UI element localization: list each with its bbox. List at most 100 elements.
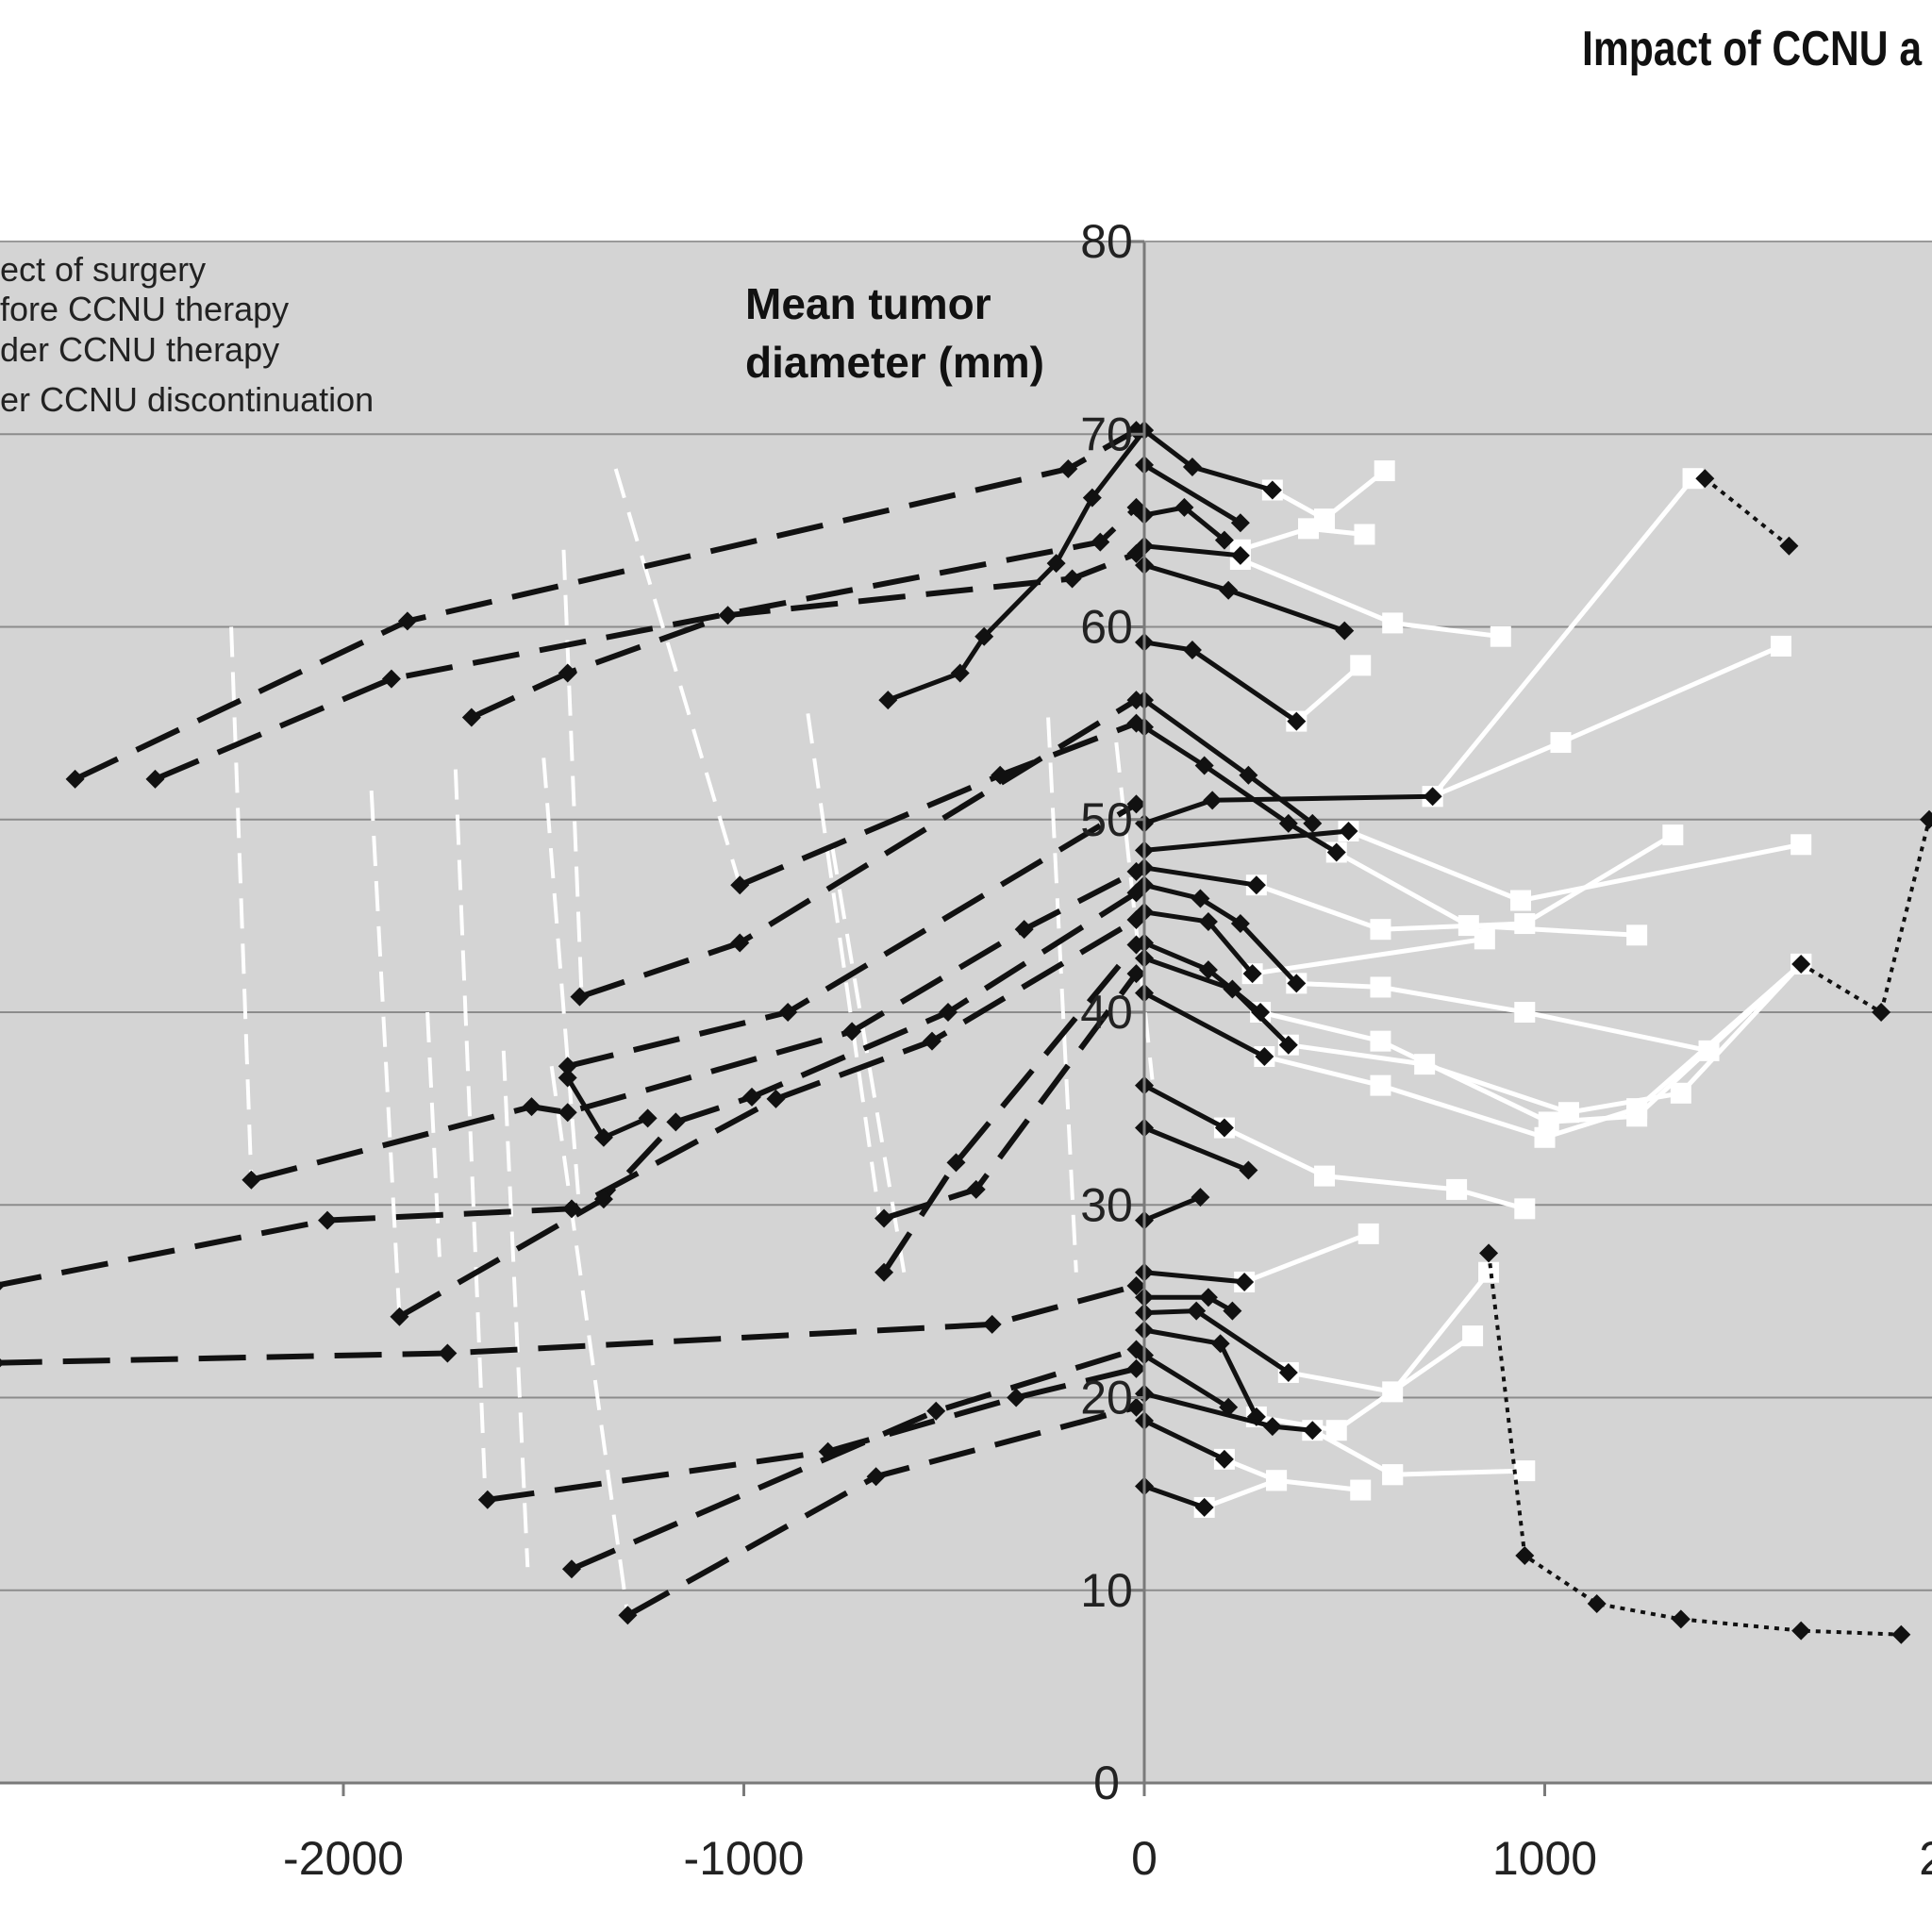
y-tick-label-40: 40: [1080, 986, 1133, 1039]
data-point-61-1: [1298, 518, 1320, 540]
data-point-60-2: [1374, 460, 1395, 482]
series-line-13: [74, 427, 1138, 782]
series-7-surgery: [829, 843, 907, 1274]
data-point-23-0: [570, 987, 590, 1007]
data-point-15-2: [718, 606, 738, 625]
series-14-before: [145, 497, 1146, 789]
data-point-17-0: [0, 1358, 5, 1368]
data-point-26-1: [946, 1153, 966, 1173]
data-point-40-1: [1246, 875, 1266, 895]
x-tick-label-2: -1000: [684, 1832, 805, 1885]
data-point-77-2: [1462, 1325, 1484, 1347]
data-point-56-1: [1194, 1497, 1214, 1517]
data-point-44-2: [1278, 1035, 1298, 1055]
data-point-69-2: [1514, 1002, 1536, 1023]
data-point-57-1: [1779, 536, 1799, 556]
data-point-58-2: [1587, 1594, 1607, 1614]
y-axis-title-line-1: diameter (mm): [745, 338, 1044, 387]
data-point-14-2: [1091, 532, 1110, 552]
data-point-70-1: [1370, 1030, 1391, 1052]
data-point-43-1: [1198, 960, 1218, 980]
data-point-39-1: [1339, 822, 1358, 841]
series-59-under: [1791, 809, 1932, 1022]
series-3-surgery: [541, 758, 582, 1213]
series-line-20: [487, 1365, 1138, 1503]
series-line-39: [1143, 828, 1349, 853]
data-point-44-1: [1223, 979, 1242, 999]
data-point-76-2: [1478, 1261, 1500, 1283]
data-point-15-3: [1062, 569, 1082, 589]
data-point-74-1: [1314, 1165, 1336, 1187]
data-point-71-1: [1414, 1054, 1436, 1075]
series-27-before: [874, 964, 1146, 1228]
x-tick-label-3: 0: [1131, 1832, 1158, 1885]
data-point-37-1: [1194, 756, 1214, 775]
data-point-14-0: [145, 769, 165, 789]
data-point-72-3: [1626, 1098, 1648, 1120]
series-22-before: [618, 1397, 1146, 1625]
data-point-36-1: [1239, 765, 1258, 785]
series-line-0: [229, 626, 254, 1180]
data-point-75-1: [1357, 1223, 1379, 1244]
y-tick-label-60: 60: [1080, 601, 1133, 654]
series-line-63: [1294, 663, 1362, 724]
data-point-42-1: [1198, 912, 1218, 932]
data-point-28-2: [974, 626, 994, 646]
series-line-4: [561, 549, 584, 997]
x-tick-label-5: 20: [1919, 1832, 1932, 1885]
data-point-19-3: [741, 1087, 761, 1107]
series-24-before: [730, 713, 1146, 895]
data-point-17-2: [982, 1314, 1002, 1334]
series-19-before: [390, 883, 1146, 1326]
data-point-37-2: [1278, 813, 1298, 833]
series-25-before: [558, 794, 1146, 1076]
data-point-54-2: [1303, 1421, 1323, 1441]
data-point-62-2: [1490, 625, 1511, 647]
data-point-31-1: [1230, 513, 1250, 533]
y-tick-label-30: 30: [1080, 1178, 1133, 1231]
data-point-26-0: [874, 1262, 894, 1282]
data-point-52-1: [1210, 1334, 1230, 1354]
series-line-19: [397, 890, 1139, 1320]
series-77-after: [1245, 1325, 1484, 1441]
data-point-18-2: [558, 1103, 577, 1123]
series-15-before: [461, 543, 1146, 727]
data-point-32-1: [1174, 497, 1194, 517]
series-72-after: [1254, 953, 1812, 1148]
data-point-16-0: [0, 1281, 5, 1291]
data-point-51-1: [1187, 1301, 1207, 1321]
data-point-22-2: [1126, 1397, 1146, 1417]
data-point-58-0: [1479, 1243, 1499, 1263]
data-point-77-1: [1325, 1420, 1347, 1441]
data-point-27-1: [966, 1179, 986, 1199]
data-point-58-1: [1515, 1545, 1535, 1565]
data-point-33-1: [1230, 545, 1250, 565]
legend-entry-1: fore CCNU therapy: [0, 290, 289, 328]
series-57-under: [1695, 469, 1799, 556]
data-point-49-1: [1235, 1272, 1255, 1291]
data-point-58-4: [1791, 1621, 1811, 1641]
data-point-68-2: [1514, 913, 1536, 935]
data-point-28-4: [1082, 488, 1102, 508]
y-tick-label-20: 20: [1080, 1372, 1133, 1424]
data-point-59-2: [1920, 809, 1932, 829]
data-point-59-0: [1791, 954, 1811, 974]
y-tick-label-70: 70: [1080, 408, 1133, 460]
series-line-49: [1143, 1270, 1245, 1285]
series-line-12: [1114, 741, 1155, 1080]
data-point-69-1: [1370, 976, 1391, 998]
series-67-after: [1338, 821, 1812, 911]
data-point-62-1: [1382, 612, 1404, 634]
data-point-27-0: [874, 1208, 894, 1228]
data-point-22-1: [866, 1467, 886, 1487]
data-point-71-3: [1670, 1082, 1691, 1104]
series-line-37: [1142, 724, 1339, 855]
series-44-under: [1135, 948, 1298, 1055]
data-point-25-0: [558, 1057, 577, 1076]
series-line-81: [1203, 1477, 1277, 1510]
x-tick-label-1: -2000: [283, 1832, 404, 1885]
series-47-under: [1135, 1118, 1258, 1180]
data-point-74-3: [1514, 1198, 1536, 1220]
data-point-64-1: [1550, 732, 1572, 754]
